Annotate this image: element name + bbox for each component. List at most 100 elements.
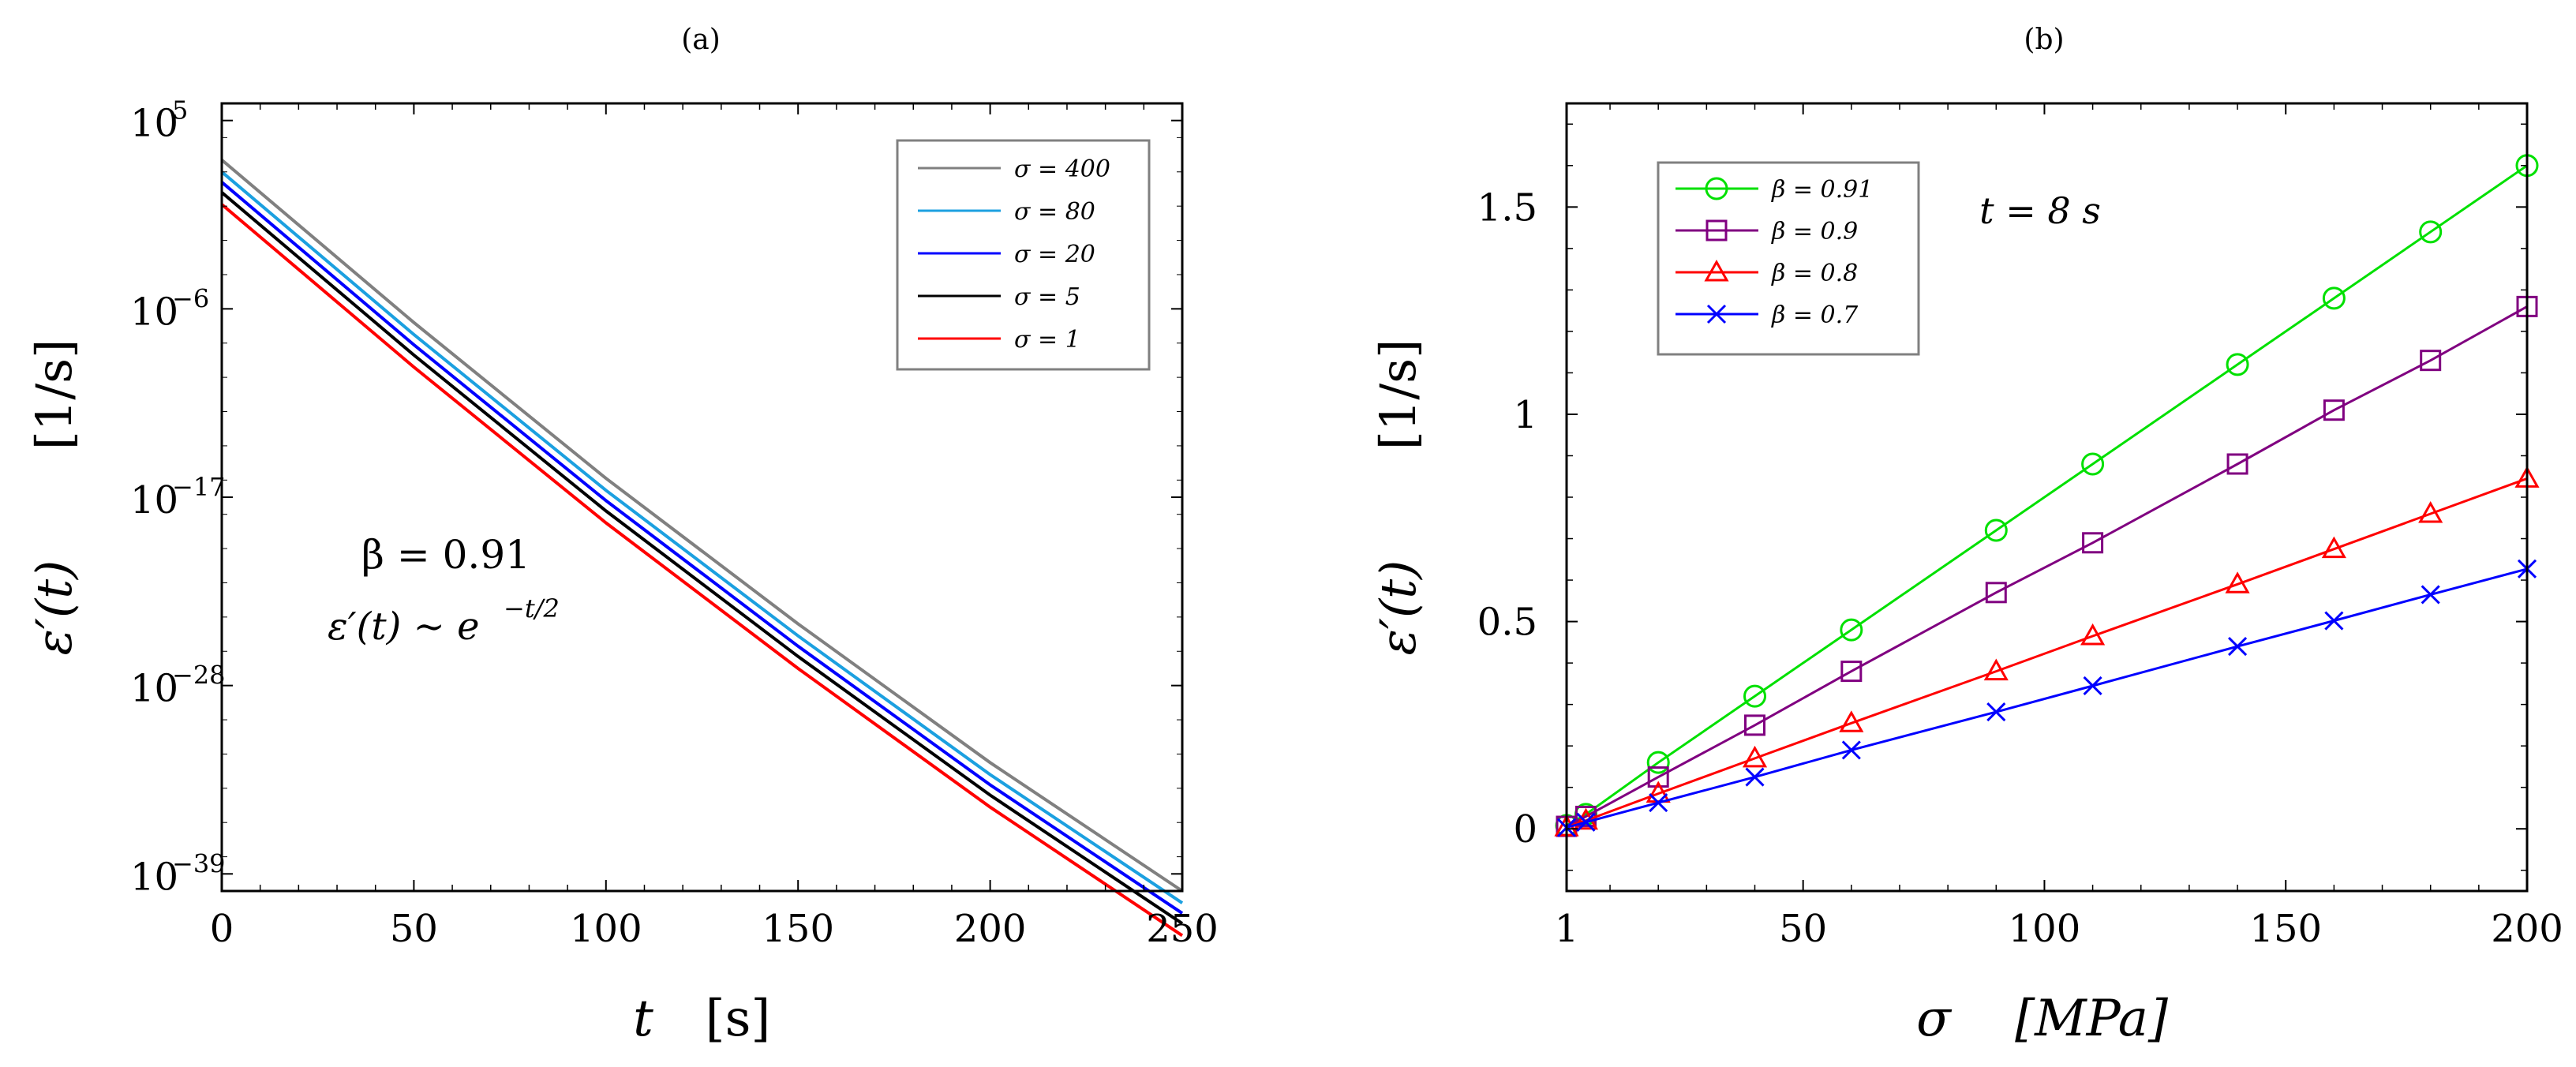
panel-a-ytick-exp: −28 bbox=[172, 661, 226, 691]
panel-b-marker-3 bbox=[2083, 676, 2102, 696]
panel-a-legend-item: σ = 1 bbox=[918, 326, 1080, 354]
panel-b-marker-1 bbox=[2323, 399, 2345, 421]
panel-a-label: (a) bbox=[681, 24, 721, 56]
panel-b-annotation-time: t = 8 s bbox=[1979, 189, 2101, 232]
panel-a-legend-label: σ = 5 bbox=[1014, 283, 1080, 311]
panel-b-marker-3 bbox=[2421, 585, 2440, 605]
panel-a-legend-item: σ = 5 bbox=[918, 283, 1080, 311]
panel-a-ytick-label: 10−39 bbox=[130, 848, 226, 899]
panel-b-series-line-3 bbox=[1566, 567, 2528, 829]
panel-a-ytick-label: 10−17 bbox=[130, 472, 226, 522]
panel-a-ytick-exp: −6 bbox=[172, 283, 209, 313]
panel-b-legend-marker bbox=[1706, 304, 1727, 324]
panel-b-plot-area bbox=[1554, 154, 2540, 837]
panel-b-legend-label: β = 0.8 bbox=[1771, 260, 1858, 287]
panel-a-legend-label: σ = 80 bbox=[1014, 198, 1095, 226]
panel-b-legend-item: β = 0.7 bbox=[1676, 301, 1859, 329]
panel-b-marker-0 bbox=[1840, 618, 1863, 642]
panel-b-y-tick-labels: 0 0.5 1 1.5 bbox=[1477, 185, 1537, 852]
panel-a-ylabel-unit: [1/s] bbox=[25, 339, 83, 451]
panel-b-ytick-label: 1 bbox=[1513, 393, 1537, 437]
panel-a-ytick-label: 105 bbox=[130, 95, 188, 146]
panel-a-legend: σ = 400 σ = 80 σ = 20 σ = 5 σ = 1 bbox=[896, 139, 1151, 371]
panel-a-xtick-label: 250 bbox=[1146, 907, 1219, 951]
panel-b-xtick-label: 100 bbox=[2009, 907, 2081, 951]
panel-b-ylabel-unit: [1/s] bbox=[1369, 339, 1427, 451]
panel-b-legend-marker bbox=[1705, 177, 1728, 200]
panel-a-ylabel-symbol: ε′(t) bbox=[25, 560, 83, 656]
panel-a-series-line-1 bbox=[220, 170, 1184, 904]
panel-a-ytick-base: 10 bbox=[130, 478, 178, 522]
panel-b-legend: β = 0.91 β = 0.9 β = 0.8 β = 0.7 bbox=[1657, 161, 1920, 356]
panel-b-marker-0 bbox=[2226, 353, 2249, 376]
panel-a-xtick-label: 150 bbox=[762, 907, 834, 951]
panel-a-legend-item: σ = 20 bbox=[918, 241, 1095, 268]
panel-a-ytick-label: 10−28 bbox=[130, 661, 226, 711]
panel-b-marker-2 bbox=[2080, 623, 2106, 646]
panel-a-ytick-base: 10 bbox=[130, 290, 178, 334]
panel-a-ytick-label: 10−6 bbox=[130, 283, 209, 334]
panel-b-marker-0 bbox=[2322, 286, 2346, 310]
panel-a-ytick-exp: −39 bbox=[172, 848, 226, 878]
panel-b-legend-box bbox=[1657, 161, 1920, 356]
panel-a-series-line-4 bbox=[220, 203, 1184, 938]
panel-b-legend-label: β = 0.91 bbox=[1771, 176, 1873, 204]
panel-b-marker-3 bbox=[1986, 702, 2006, 722]
panel-b-legend-label: β = 0.9 bbox=[1771, 218, 1858, 245]
panel-b-marker-1 bbox=[2082, 532, 2104, 554]
panel-b-series-line-1 bbox=[1566, 305, 2528, 828]
panel-a-legend-label: σ = 20 bbox=[1014, 241, 1095, 268]
panel-b-marker-3 bbox=[1649, 793, 1668, 813]
panel-b-ylabel-symbol: ε′(t) bbox=[1369, 560, 1427, 656]
panel-b-xlabel-symbol: σ bbox=[1916, 990, 1953, 1048]
panel-b-marker-0 bbox=[2419, 220, 2443, 244]
panel-a-legend-item: σ = 80 bbox=[918, 198, 1095, 226]
panel-b-marker-2 bbox=[1983, 658, 2009, 681]
panel-b-marker-0 bbox=[1984, 519, 2008, 542]
panel-a-legend-item: σ = 400 bbox=[918, 155, 1110, 183]
panel-b-marker-3 bbox=[1841, 740, 1861, 760]
panel-b-ticks bbox=[1566, 103, 2528, 891]
panel-b-label: (b) bbox=[2024, 24, 2064, 56]
panel-b: (b) 1 50 100 150 200 00.511.5 σ [MPa] ε′(t) … bbox=[1369, 24, 2563, 1048]
panel-a-ytick-base: 10 bbox=[130, 667, 178, 711]
panel-a-ytick-base: 10 bbox=[130, 102, 178, 146]
panel-a-ytick-base: 10 bbox=[130, 855, 178, 899]
panel-b-legend-marker bbox=[1705, 219, 1728, 241]
panel-a-plot-area bbox=[220, 159, 1184, 938]
panel-a: (a) 0 50 100 150 200 250 10510−610−1710−2810−… bbox=[25, 24, 1219, 1048]
panel-a-y-axis-label: ε′(t) [1/s] bbox=[25, 339, 83, 656]
panel-b-marker-2 bbox=[2225, 571, 2250, 593]
panel-a-xtick-label: 50 bbox=[390, 907, 438, 951]
panel-b-marker-2 bbox=[1573, 807, 1599, 830]
panel-b-y-axis-label: ε′(t) [1/s] bbox=[1369, 339, 1427, 656]
panel-b-xtick-label: 1 bbox=[1555, 907, 1579, 951]
panel-a-series-line-3 bbox=[220, 191, 1184, 925]
panel-b-legend-item: β = 0.91 bbox=[1676, 176, 1873, 204]
panel-a-legend-box bbox=[896, 139, 1151, 371]
panel-a-annotation-asym-exp: −t/2 bbox=[504, 593, 560, 623]
panel-a-ytick-exp: −17 bbox=[172, 472, 226, 502]
panel-a-x-axis-label: t [s] bbox=[633, 990, 770, 1048]
panel-b-marker-3 bbox=[2324, 611, 2344, 631]
panel-b-legend-item: β = 0.8 bbox=[1676, 259, 1858, 287]
panel-a-annotation-beta: β = 0.91 bbox=[361, 532, 530, 578]
panel-b-marker-1 bbox=[1985, 582, 2007, 604]
panel-b-xtick-label: 200 bbox=[2491, 907, 2563, 951]
panel-a-legend-items: σ = 400 σ = 80 σ = 20 σ = 5 σ = 1 bbox=[918, 155, 1110, 354]
panel-b-marker-1 bbox=[1744, 714, 1766, 736]
panel-b-marker-0 bbox=[1646, 751, 1670, 774]
panel-b-series-line-0 bbox=[1566, 164, 2528, 827]
panel-a-legend-label: σ = 1 bbox=[1014, 326, 1080, 354]
panel-b-marker-2 bbox=[1742, 745, 1768, 768]
panel-a-xtick-label: 200 bbox=[954, 907, 1027, 951]
panel-b-xlabel-unit: [MPa] bbox=[2015, 990, 2169, 1048]
panel-a-annotation-asym-base: ε′(t) ∼ e bbox=[328, 605, 480, 649]
panel-b-xtick-label: 50 bbox=[1779, 907, 1827, 951]
panel-b-marker-3 bbox=[2228, 637, 2248, 657]
panel-b-marker-1 bbox=[2420, 350, 2442, 372]
panel-b-legend-marker bbox=[1704, 259, 1729, 282]
panel-b-ytick-label: 0 bbox=[1513, 807, 1537, 852]
panel-a-series-line-0 bbox=[220, 159, 1184, 893]
